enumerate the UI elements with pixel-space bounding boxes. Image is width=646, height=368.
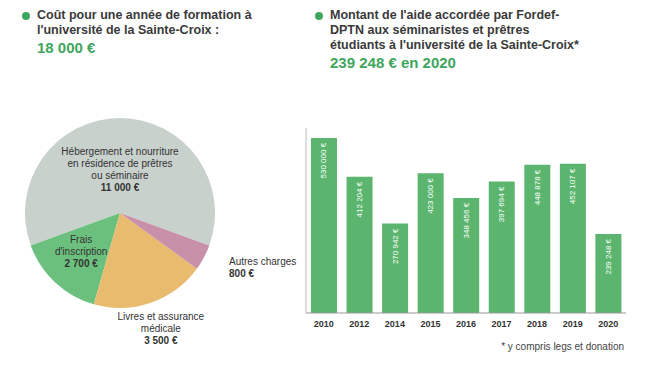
svg-text:2014: 2014 xyxy=(385,319,405,329)
svg-text:2018: 2018 xyxy=(527,319,547,329)
svg-text:239 248 €: 239 248 € xyxy=(604,238,613,274)
svg-text:530 000 €: 530 000 € xyxy=(319,142,328,178)
svg-text:397 694 €: 397 694 € xyxy=(497,186,506,222)
html-text:Coût pour une année de formati: Coût pour une année de formation à l'uni… xyxy=(37,8,252,37)
html-text:239 248 € en 2020: 239 248 € en 2020 xyxy=(330,54,456,71)
svg-text:Fraisd'inscription2 700 €: Fraisd'inscription2 700 € xyxy=(55,234,108,269)
html-text:18 000 €: 18 000 € xyxy=(37,39,96,56)
svg-text:Hébergement et nourritureen ré: Hébergement et nourritureen résidence de… xyxy=(61,146,179,193)
svg-text:2020: 2020 xyxy=(598,319,618,329)
svg-text:2012: 2012 xyxy=(349,319,369,329)
svg-text:412 204 €: 412 204 € xyxy=(355,181,364,217)
svg-text:448 878 €: 448 878 € xyxy=(533,169,542,205)
svg-text:2019: 2019 xyxy=(563,319,583,329)
svg-text:2015: 2015 xyxy=(420,319,440,329)
svg-text:Livres et assurancemédicale3 5: Livres et assurancemédicale3 500 € xyxy=(117,311,204,346)
html-text:Montant de l'aide accordée par: Montant de l'aide accordée par Fordef-DP… xyxy=(330,8,579,52)
svg-text:348 456 €: 348 456 € xyxy=(462,202,471,238)
svg-text:423 000 €: 423 000 € xyxy=(426,178,435,214)
svg-text:Autres charges800 €: Autres charges800 € xyxy=(229,256,296,279)
svg-text:452 107 €: 452 107 € xyxy=(568,168,577,204)
svg-text:2016: 2016 xyxy=(456,319,476,329)
html-text:* y compris legs et donation: * y compris legs et donation xyxy=(501,341,624,352)
svg-text:2010: 2010 xyxy=(314,319,334,329)
svg-text:2017: 2017 xyxy=(492,319,512,329)
svg-text:270 942 €: 270 942 € xyxy=(391,228,400,264)
